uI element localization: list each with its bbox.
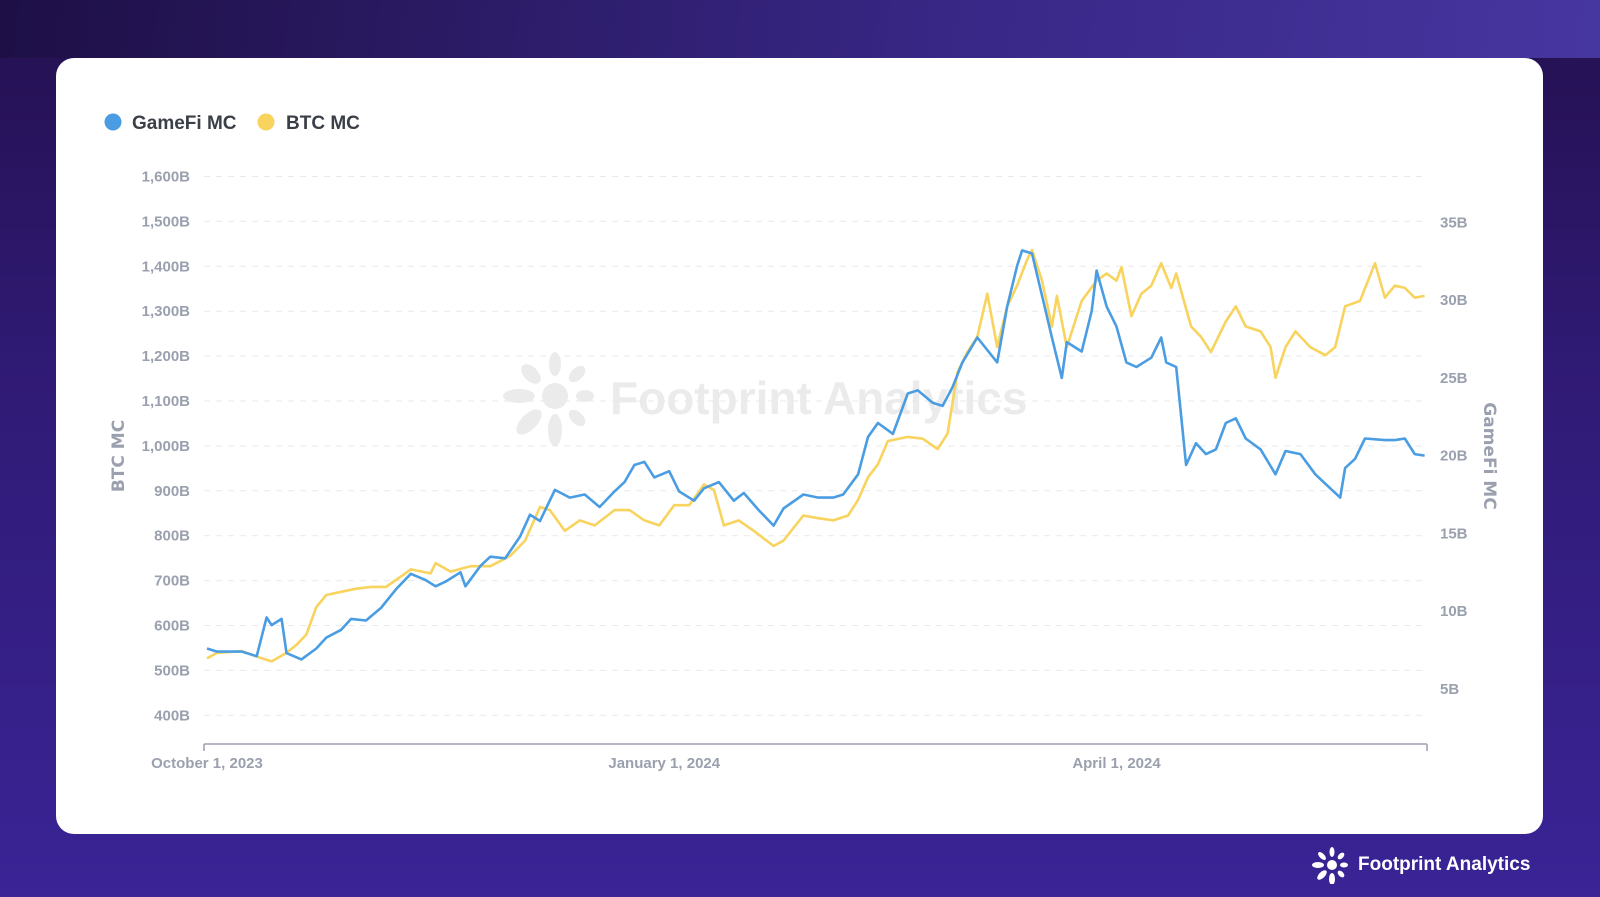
left-tick-label: 900B <box>154 483 190 500</box>
legend-dot-btc <box>257 113 275 131</box>
left-tick-label: 1,000B <box>142 438 191 455</box>
btc-mc-line <box>206 248 1425 663</box>
right-tick-label: 35B <box>1440 214 1468 231</box>
right-tick-label: 25B <box>1440 370 1468 387</box>
legend-label-btc: BTC MC <box>286 113 360 134</box>
footprint-logo-icon <box>503 352 594 446</box>
brand-name: Footprint Analytics <box>1358 854 1531 875</box>
left-tick-label: 1,500B <box>142 213 191 230</box>
right-tick-label: 30B <box>1440 292 1468 309</box>
legend-label-gamefi: GameFi MC <box>132 113 237 134</box>
footprint-logo-icon <box>1312 847 1348 884</box>
background-banner <box>0 0 1600 58</box>
right-tick-label: 20B <box>1440 448 1468 465</box>
legend-item-gamefi[interactable]: GameFi MC <box>104 113 237 134</box>
right-tick-label: 10B <box>1440 603 1468 620</box>
gamefi-mc-line <box>206 249 1425 661</box>
left-tick-label: 800B <box>154 528 190 545</box>
x-tick-label: October 1, 2023 <box>151 755 263 772</box>
right-tick-label: 15B <box>1440 525 1468 542</box>
watermark: Footprint Analytics <box>503 352 1027 446</box>
left-tick-label: 500B <box>154 662 190 679</box>
left-tick-label: 1,400B <box>142 258 191 275</box>
right-tick-label: 5B <box>1440 681 1459 698</box>
left-tick-label: 1,300B <box>142 303 191 320</box>
watermark-text: Footprint Analytics <box>610 372 1027 424</box>
right-axis-title: GameFi MC <box>1479 402 1499 509</box>
left-tick-label: 400B <box>154 707 190 724</box>
left-tick-label: 1,600B <box>142 169 191 186</box>
left-tick-label: 700B <box>154 573 190 590</box>
brand-footer: Footprint Analytics <box>1312 846 1530 884</box>
legend: GameFi MC BTC MC <box>104 113 361 134</box>
left-tick-label: 1,200B <box>142 348 191 365</box>
left-tick-label: 600B <box>154 618 190 635</box>
legend-dot-gamefi <box>104 113 122 131</box>
left-tick-label: 1,100B <box>142 393 191 410</box>
legend-item-btc[interactable]: BTC MC <box>257 113 361 134</box>
left-axis-title: BTC MC <box>109 420 129 492</box>
x-tick-label: January 1, 2024 <box>608 755 720 772</box>
x-tick-label: April 1, 2024 <box>1072 755 1161 772</box>
